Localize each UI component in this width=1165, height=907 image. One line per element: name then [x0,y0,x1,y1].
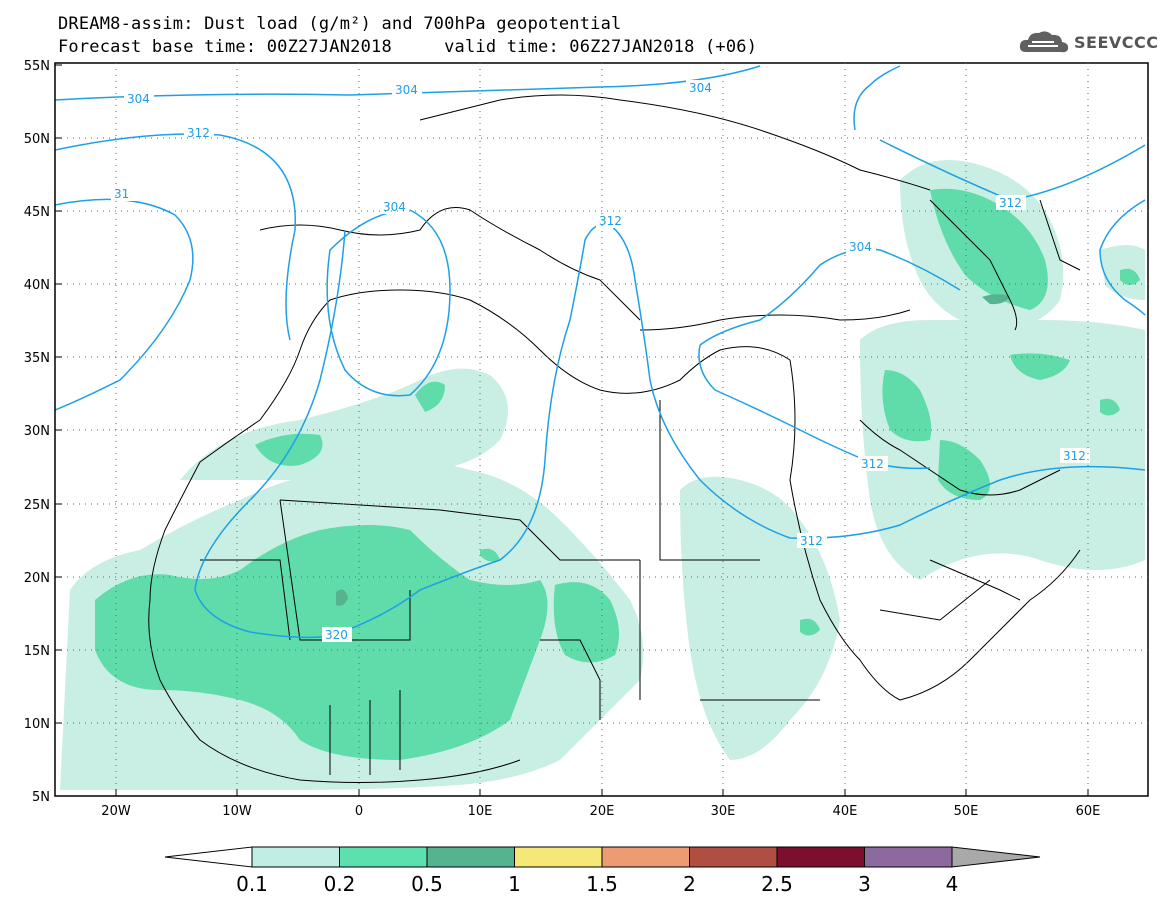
colorbar-label: 1.5 [586,872,618,896]
axis-ticks [55,64,1089,796]
lon-label: 30E [711,804,736,819]
contour-label: 304 [395,83,418,97]
lat-label: 5N [32,790,50,805]
lat-label: 20N [24,571,50,586]
colorbar-over-arrow [951,846,1041,868]
lat-label: 35N [24,351,50,366]
contour-label: 304 [849,240,872,254]
lat-label: 40N [24,278,50,293]
lon-label: 0 [355,804,363,819]
contour-labels: 304 304 304 304 304 312 312 312 312 312 … [111,80,1090,642]
lon-label: 20E [590,804,615,819]
contour-label: 312 [861,457,884,471]
colorbar-label: 3 [858,872,871,896]
lon-label: 20W [101,804,131,819]
colorbar-segment [776,846,865,868]
contour-label: 304 [689,81,712,95]
dust-area-dark [336,294,1010,606]
logo-text: SEEVCCC [1074,32,1159,52]
colorbar-segment [251,846,340,868]
latitude-labels: 55N 50N 45N 40N 35N 30N 25N 20N 15N 10N … [24,59,50,805]
colorbar-segment [339,846,428,868]
colorbar-label: 2 [683,872,696,896]
map-content [55,65,1146,790]
contour-label: 312 [800,534,823,548]
contour-label: 312 [187,126,210,140]
lat-label: 55N [24,59,50,74]
colorbar-segment [514,846,603,868]
colorbar-label: 0.5 [411,872,443,896]
lat-label: 45N [24,205,50,220]
map-title-line2: Forecast base time: 00Z27JAN2018 valid t… [58,37,758,57]
colorbar-under-arrow [164,846,253,868]
coastlines-borders [148,94,1081,783]
colorbar-segment [601,846,690,868]
colorbar-label: 0.2 [324,872,356,896]
lon-label: 10E [468,804,493,819]
lat-label: 50N [24,132,50,147]
colorbar-label: 1 [508,872,521,896]
colorbar-label: 0.1 [236,872,268,896]
contour-label: 304 [383,200,406,214]
colorbar: 0.1 0.2 0.5 1 1.5 2 2.5 3 4 [164,846,1041,896]
colorbar-segment [864,846,953,868]
cloud-icon [1019,31,1069,53]
contour-label: 312 [1063,449,1086,463]
lat-label: 25N [24,498,50,513]
gridlines [55,63,1148,796]
contour-label: 304 [127,92,150,106]
contour-label: 312 [999,196,1022,210]
colorbar-label: 4 [946,872,959,896]
contour-label: 312 [599,214,622,228]
colorbar-label: 2.5 [761,872,793,896]
colorbar-segment [426,846,515,868]
map-title-line1: DREAM8-assim: Dust load (g/m²) and 700hP… [58,14,622,34]
contour-label: 31 [114,187,129,201]
lon-label: 40E [833,804,858,819]
lon-label: 60E [1076,804,1101,819]
lat-label: 30N [24,424,50,439]
lon-label: 50E [954,804,979,819]
longitude-labels: 20W 10W 0 10E 20E 30E 40E 50E 60E [101,804,1100,819]
lat-label: 15N [24,644,50,659]
lon-label: 10W [222,804,252,819]
contour-label: 320 [325,628,348,642]
seevccc-logo: SEEVCCC [1018,28,1159,56]
lat-label: 10N [24,717,50,732]
colorbar-segment [689,846,778,868]
